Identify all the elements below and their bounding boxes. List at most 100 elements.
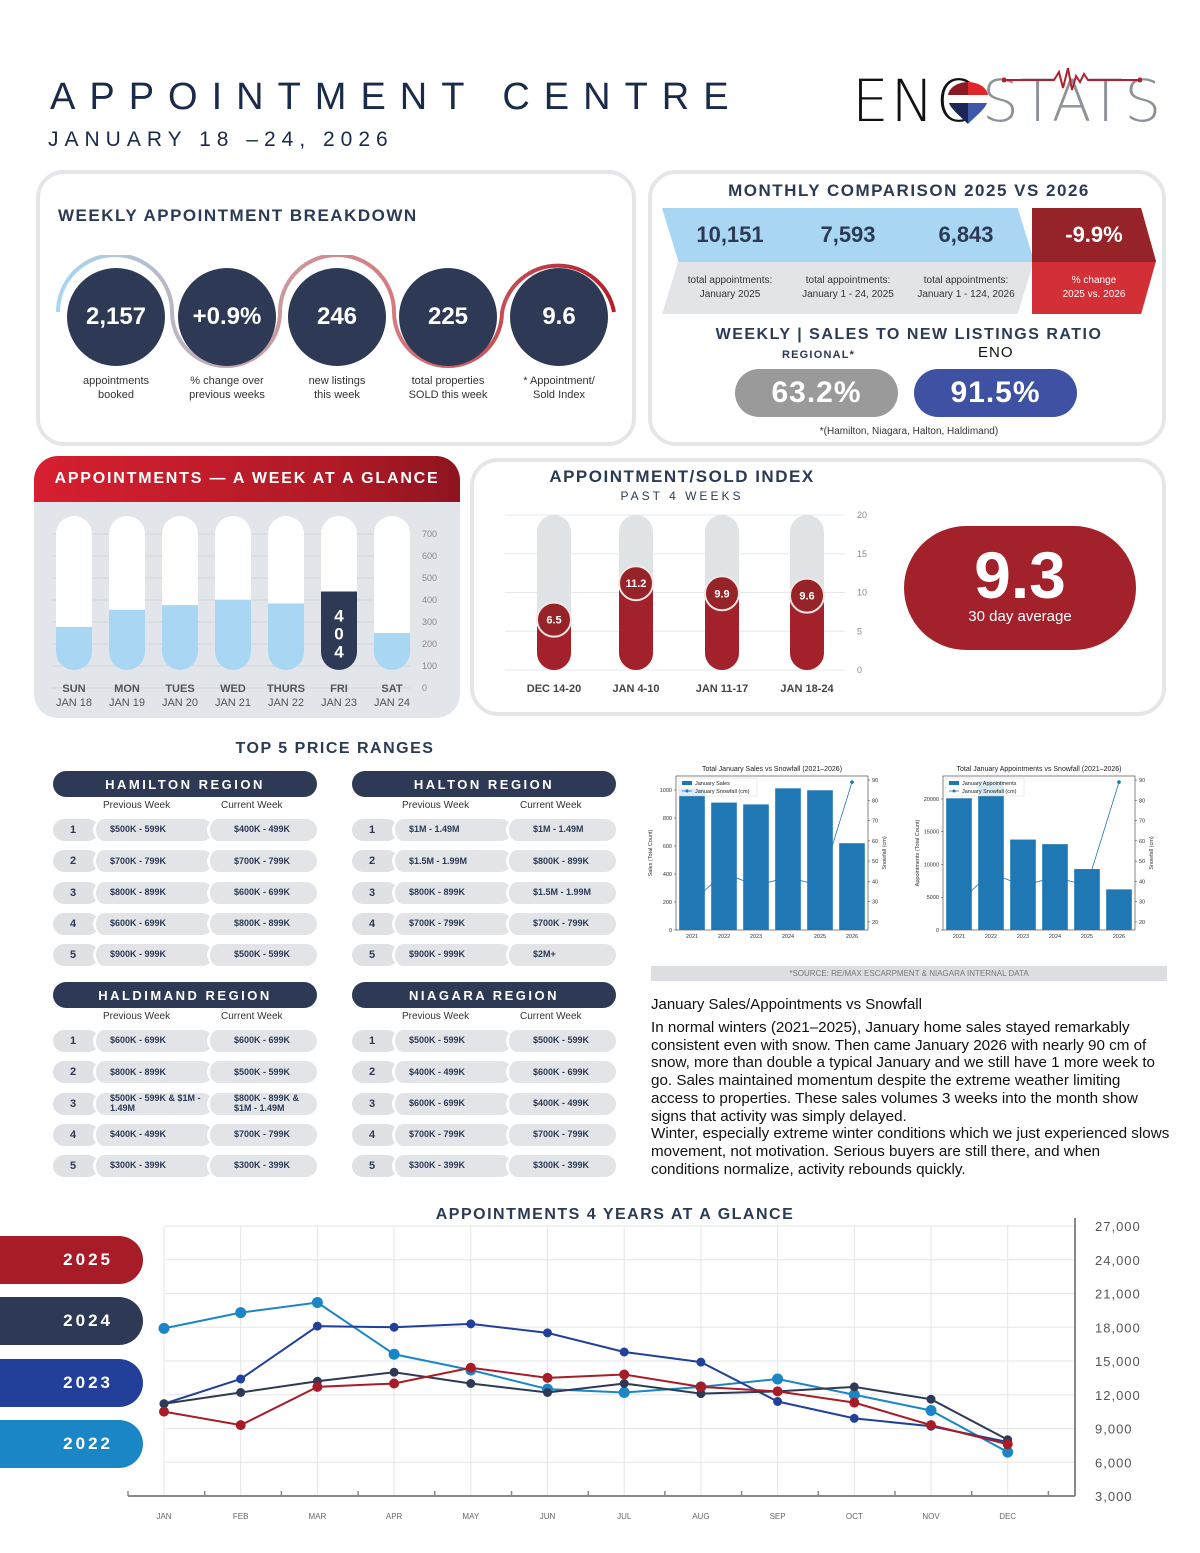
data-point-2023 [312,1321,322,1331]
comparison-label-line-2: January 2025 [699,289,761,300]
data-point-2022 [772,1373,784,1385]
series-line-2024 [163,1371,1009,1441]
year-legend-tab: 2024 [0,1297,143,1345]
data-point-2024 [236,1388,246,1397]
rank: 3 [53,881,99,904]
bar-value-bubble [704,575,740,612]
stat-label: * Appointment/Sold Index [499,374,619,403]
previous-week-range: $800K - 899K [392,881,512,904]
narrative-paragraph-1: In normal winters (2021–2025), January h… [651,1019,1155,1125]
current-week-range: $300K - 399K [506,1155,616,1178]
snowfall-point [850,780,854,784]
region-header: NIAGARA REGION [352,982,616,1008]
stat-label-line-1: % change over [190,375,264,387]
stat-circle: 9.6 [510,268,608,366]
price-row: 5 $900K - 999K $2M+ [352,944,616,967]
stat-label-line-1: total properties [411,375,485,387]
snowfall-point [1053,875,1057,880]
x-day-label: MON [114,683,140,695]
snowfall-line [958,781,1120,902]
y2-tick-label: 40 [872,879,878,885]
bar [109,609,145,670]
y-tick-label: 10000 [924,862,939,868]
price-row: 2 $800K - 899K $500K - 599K [53,1061,317,1084]
regions-footnote: *(Hamilton, Niagara, Halton, Haldimand) [819,426,999,437]
y2-tick-label: 50 [1139,859,1145,865]
bar-value-bubble [789,577,825,614]
price-row: 3 $800K - 899K $1.5M - 1.99M [352,881,616,904]
y-tick-label: 5 [857,626,862,636]
data-point-2022 [618,1387,630,1398]
y-tick-label: 21,000 [1095,1287,1141,1302]
region-header: HAMILTON REGION [53,771,317,797]
data-point-2025 [465,1362,476,1373]
y2-tick-label: 60 [872,839,878,845]
data-point-2023 [236,1374,246,1384]
x-day-label: FRI [330,683,348,695]
bar-value-bubble [536,601,572,638]
data-point-2025 [849,1397,860,1408]
rank: 1 [352,1030,398,1052]
current-week-range: $800K - 899K [506,850,616,873]
bar-fill [374,633,410,670]
x-tick-label: JUN [540,1512,556,1521]
previous-week-label: Previous Week [402,800,470,811]
comparison-label-line-2: January 1 - 24, 2025 [802,289,894,300]
data-point-2023 [389,1322,399,1332]
price-row: 1 $500K - 599K $500K - 599K [352,1030,616,1052]
week-bar-chart: 700 600 500 400 300 200 100 0 SUN JAN 18 MON JAN 19… [52,516,437,709]
price-row: 2 $1.5M - 1.99M $800K - 899K [352,850,616,873]
bar [56,626,92,670]
y2-tick-label: 70 [1139,819,1145,825]
bar-fill [109,609,145,670]
appointments-vs-snowfall-chart: Total January Appointments vs Snowfall (… [915,766,1155,940]
x-tick-label: 2025 [814,934,826,940]
legend-label: January Snowfall (cm) [962,789,1017,795]
data-point-2024 [849,1382,859,1392]
bar [978,780,1004,930]
stat-label-line-2: this week [314,389,360,402]
rank: 4 [53,1123,99,1146]
series-line-2025 [163,1366,1008,1446]
price-row: 1 $500K - 599K $400K - 499K [53,819,317,841]
price-row: 3 $500K - 599K & $1M - 1.49M $800K - 899… [53,1092,317,1115]
previous-week-range: $700K - 799K [93,850,213,873]
current-week-range: $700K - 799K [506,912,616,935]
y-tick-label: 0 [936,928,939,934]
sold-index-chart: 20 15 10 5 0 6.5 DEC 14-20 11.2 JAN 4-10 9.9 JAN 1… [505,510,867,695]
current-week-range: $400K - 499K [207,819,317,841]
comparison-label: % change 2025 vs. 2026 [1032,262,1156,314]
y-tick-label: 0 [857,665,862,675]
legend-bar-swatch [949,781,959,785]
eno-label: ENO [978,344,1014,361]
legend-line-marker [952,789,956,793]
eno-stats-logo: ENO STATS [852,66,1161,136]
stat-circle: 246 [288,268,386,366]
x-tick-label: JUL [617,1512,632,1521]
plot-frame [675,775,869,931]
comparison-label-line-1: total appointments: [805,275,891,286]
price-row: 1 $1M - 1.49M $1M - 1.49M [352,819,616,841]
bar [1042,844,1068,930]
balloon-heartbeat-icon [948,82,988,124]
price-row: 4 $700K - 799K $700K - 799K [352,1123,616,1146]
snowfall-point [1021,883,1025,888]
x-tick-label: DEC 14-20 [527,683,581,695]
comparison-value: -9.9% [1032,208,1156,262]
x-day-label: SAT [381,683,402,695]
comparison-chevron: -9.9% % change 2025 vs. 2026 [1032,208,1156,314]
bar-value-label: 4 [334,643,344,662]
x-tick-label: AUG [692,1512,709,1521]
x-date-label: JAN 22 [268,697,304,709]
data-point-2024 [159,1399,169,1409]
x-date-label: JAN 24 [374,697,410,709]
year-legend-tab: 2025 [0,1236,143,1284]
current-week-range: $700K - 799K [207,850,317,873]
data-point-2022 [848,1389,860,1401]
year-legend-tab: 2023 [0,1359,143,1407]
previous-week-range: $700K - 799K [392,1123,512,1146]
y-tick-label: 0 [669,928,672,934]
stat-label: total properties SOLD this week [388,374,508,403]
y-tick-label: 600 [422,551,437,561]
previous-week-range: $800K - 899K [93,881,213,904]
